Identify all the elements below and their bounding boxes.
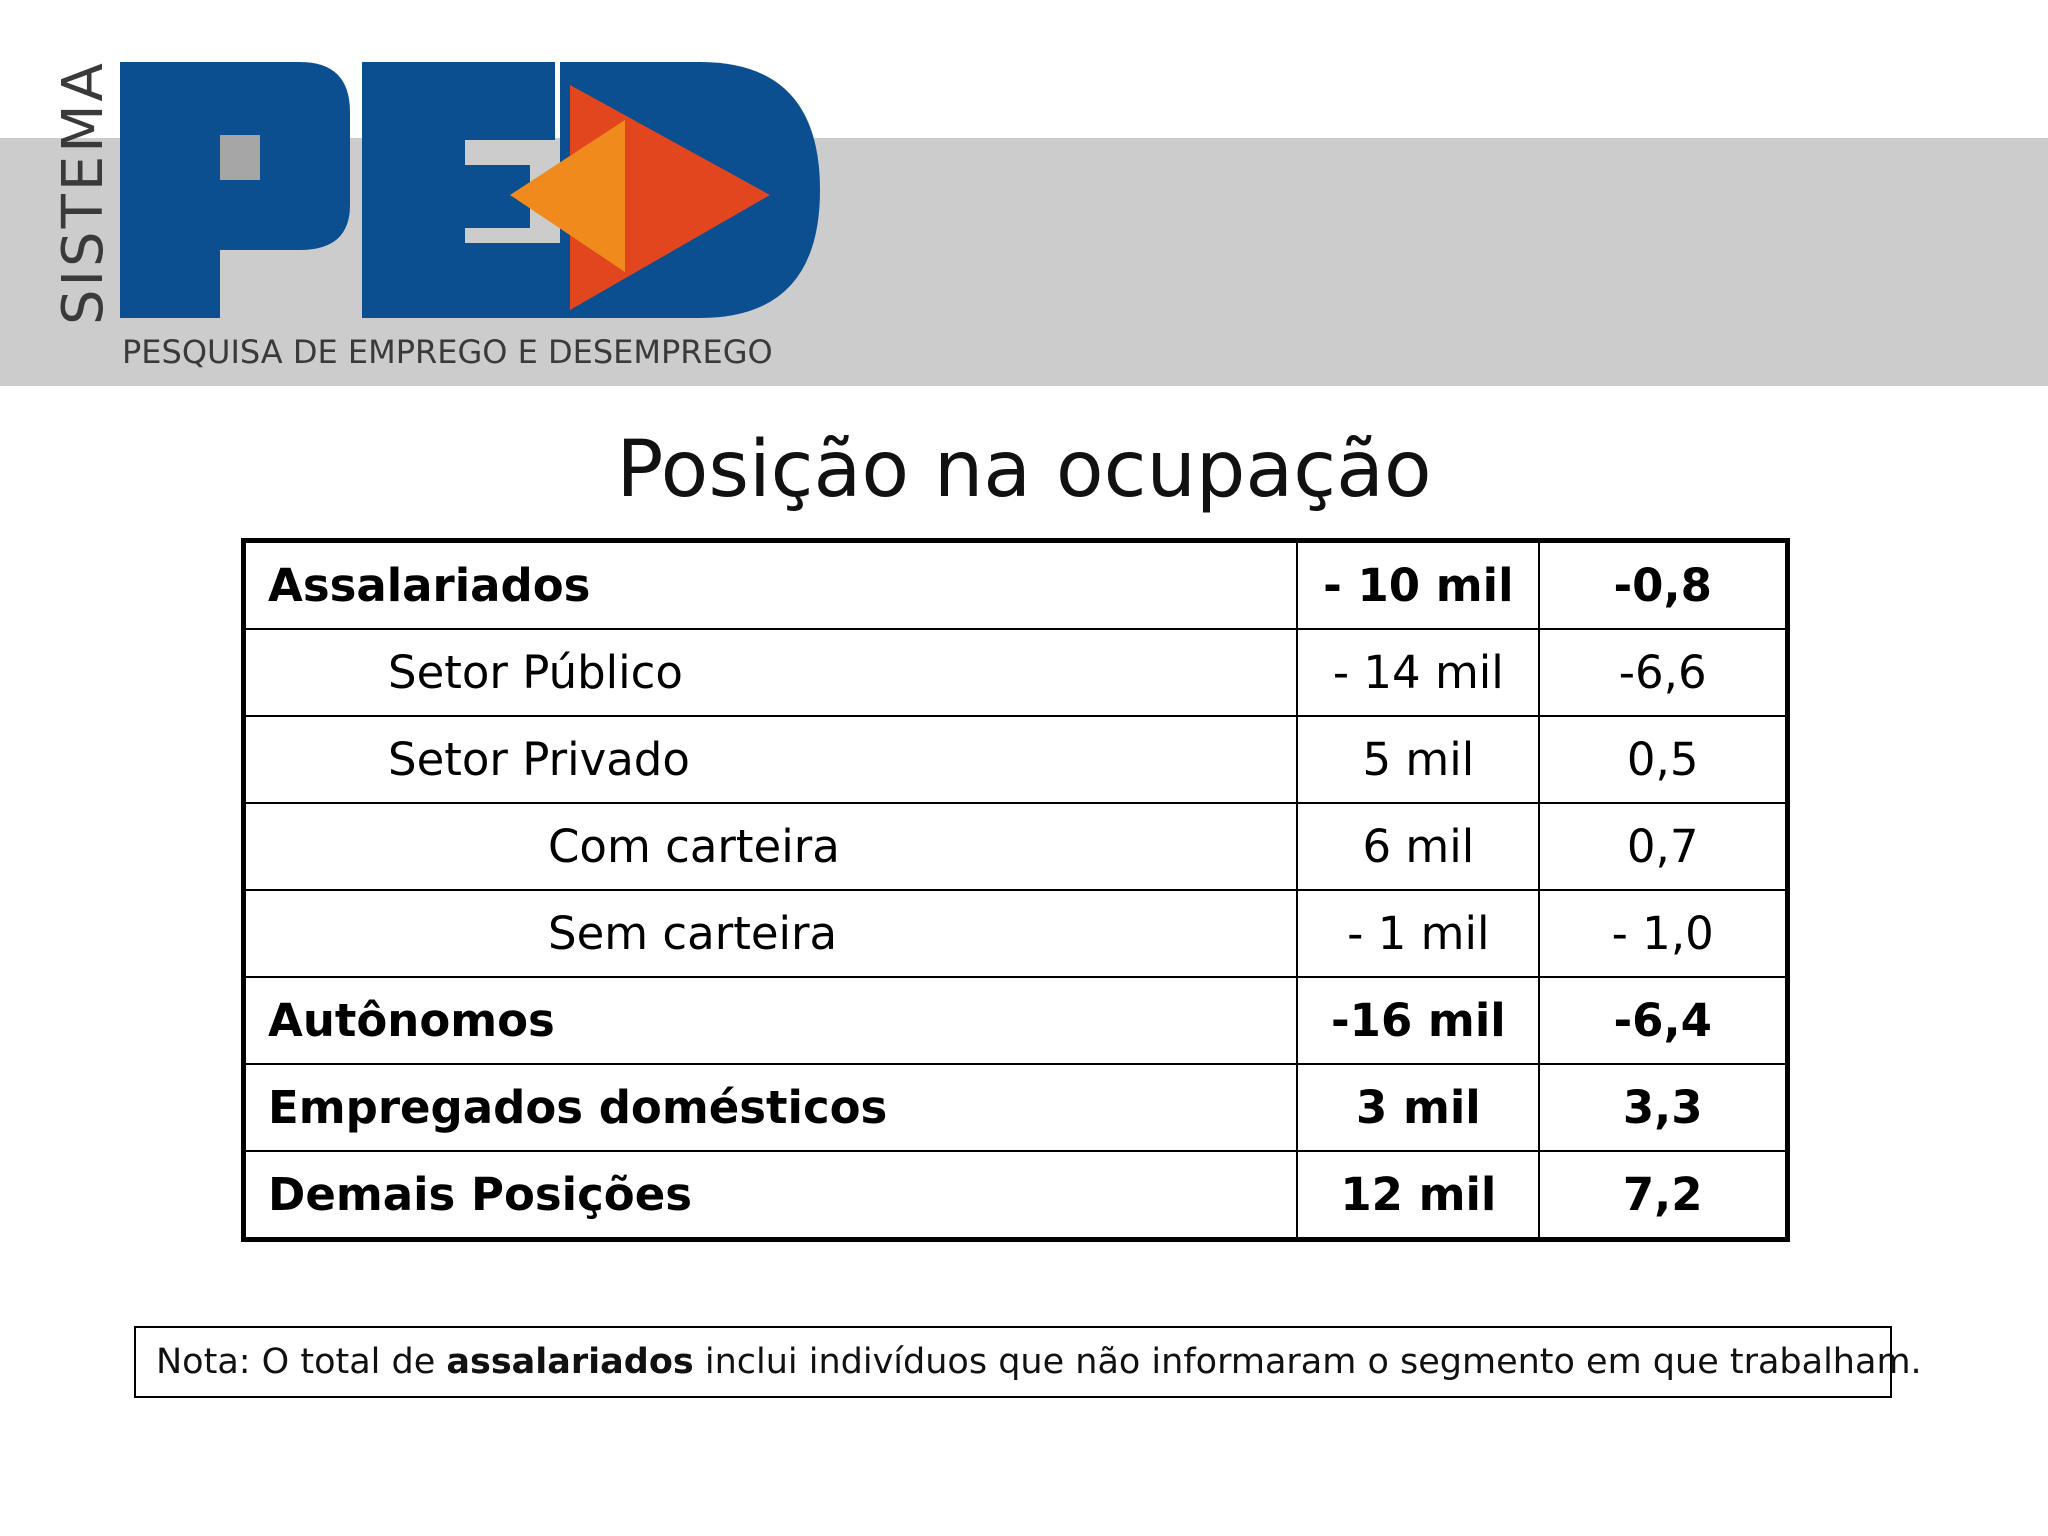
row-percent: -6,6 <box>1538 628 1789 717</box>
row-label: Com carteira <box>242 802 1299 891</box>
row-percent: 0,5 <box>1538 715 1789 804</box>
row-label: Demais Posições <box>242 1150 1299 1241</box>
row-value: 12 mil <box>1296 1150 1541 1241</box>
row-label: Empregados domésticos <box>242 1063 1299 1152</box>
row-label: Setor Privado <box>242 715 1299 804</box>
row-label: Setor Público <box>242 628 1299 717</box>
note-prefix: Nota: O total de <box>156 1342 447 1382</box>
page-title: Posição na ocupação <box>616 425 1432 515</box>
row-value: 3 mil <box>1296 1063 1541 1152</box>
table-row: Assalariados - 10 mil -0,8 <box>242 539 1789 630</box>
logo-side-text: SISTEMA <box>51 60 116 325</box>
table-row: Empregados domésticos 3 mil 3,3 <box>242 1063 1789 1152</box>
row-percent: -0,8 <box>1538 539 1789 630</box>
row-percent: 0,7 <box>1538 802 1789 891</box>
row-label: Autônomos <box>242 976 1299 1065</box>
logo-subtitle: PESQUISA DE EMPREGO E DESEMPREGO <box>122 333 773 371</box>
ped-logo: SISTEMA PESQUISA DE EMPREGO E DESEMPREGO <box>51 60 820 371</box>
row-value: - 10 mil <box>1296 539 1541 630</box>
row-percent: -6,4 <box>1538 976 1789 1065</box>
logo-p-hole <box>220 135 260 180</box>
table-row: Autônomos -16 mil -6,4 <box>242 976 1789 1065</box>
row-percent: 3,3 <box>1538 1063 1789 1152</box>
row-value: 5 mil <box>1296 715 1541 804</box>
logo-orange-arrow <box>510 120 625 272</box>
row-percent: - 1,0 <box>1538 889 1789 978</box>
row-value: - 1 mil <box>1296 889 1541 978</box>
occupation-table: Assalariados - 10 mil -0,8 Setor Público - 1… <box>241 538 1790 1242</box>
row-label: Assalariados <box>242 539 1299 630</box>
table-row: Sem carteira - 1 mil - 1,0 <box>242 889 1789 978</box>
note-box: Nota: O total de assalariados inclui ind… <box>134 1326 1922 1398</box>
table-row: Setor Público - 14 mil -6,6 <box>242 628 1789 717</box>
table-row: Demais Posições 12 mil 7,2 <box>242 1150 1789 1241</box>
logo-letter-e <box>362 62 560 318</box>
row-percent: 7,2 <box>1538 1150 1789 1241</box>
row-value: - 14 mil <box>1296 628 1541 717</box>
table-row: Com carteira 6 mil 0,7 <box>242 802 1789 891</box>
row-value: -16 mil <box>1296 976 1541 1065</box>
row-label: Sem carteira <box>242 889 1299 978</box>
table-row: Setor Privado 5 mil 0,5 <box>242 715 1789 804</box>
note-bold-word: assalariados <box>446 1342 694 1382</box>
logo-letter-p <box>120 62 350 318</box>
note-suffix: inclui indivíduos que não informaram o s… <box>693 1342 1922 1382</box>
row-value: 6 mil <box>1296 802 1541 891</box>
